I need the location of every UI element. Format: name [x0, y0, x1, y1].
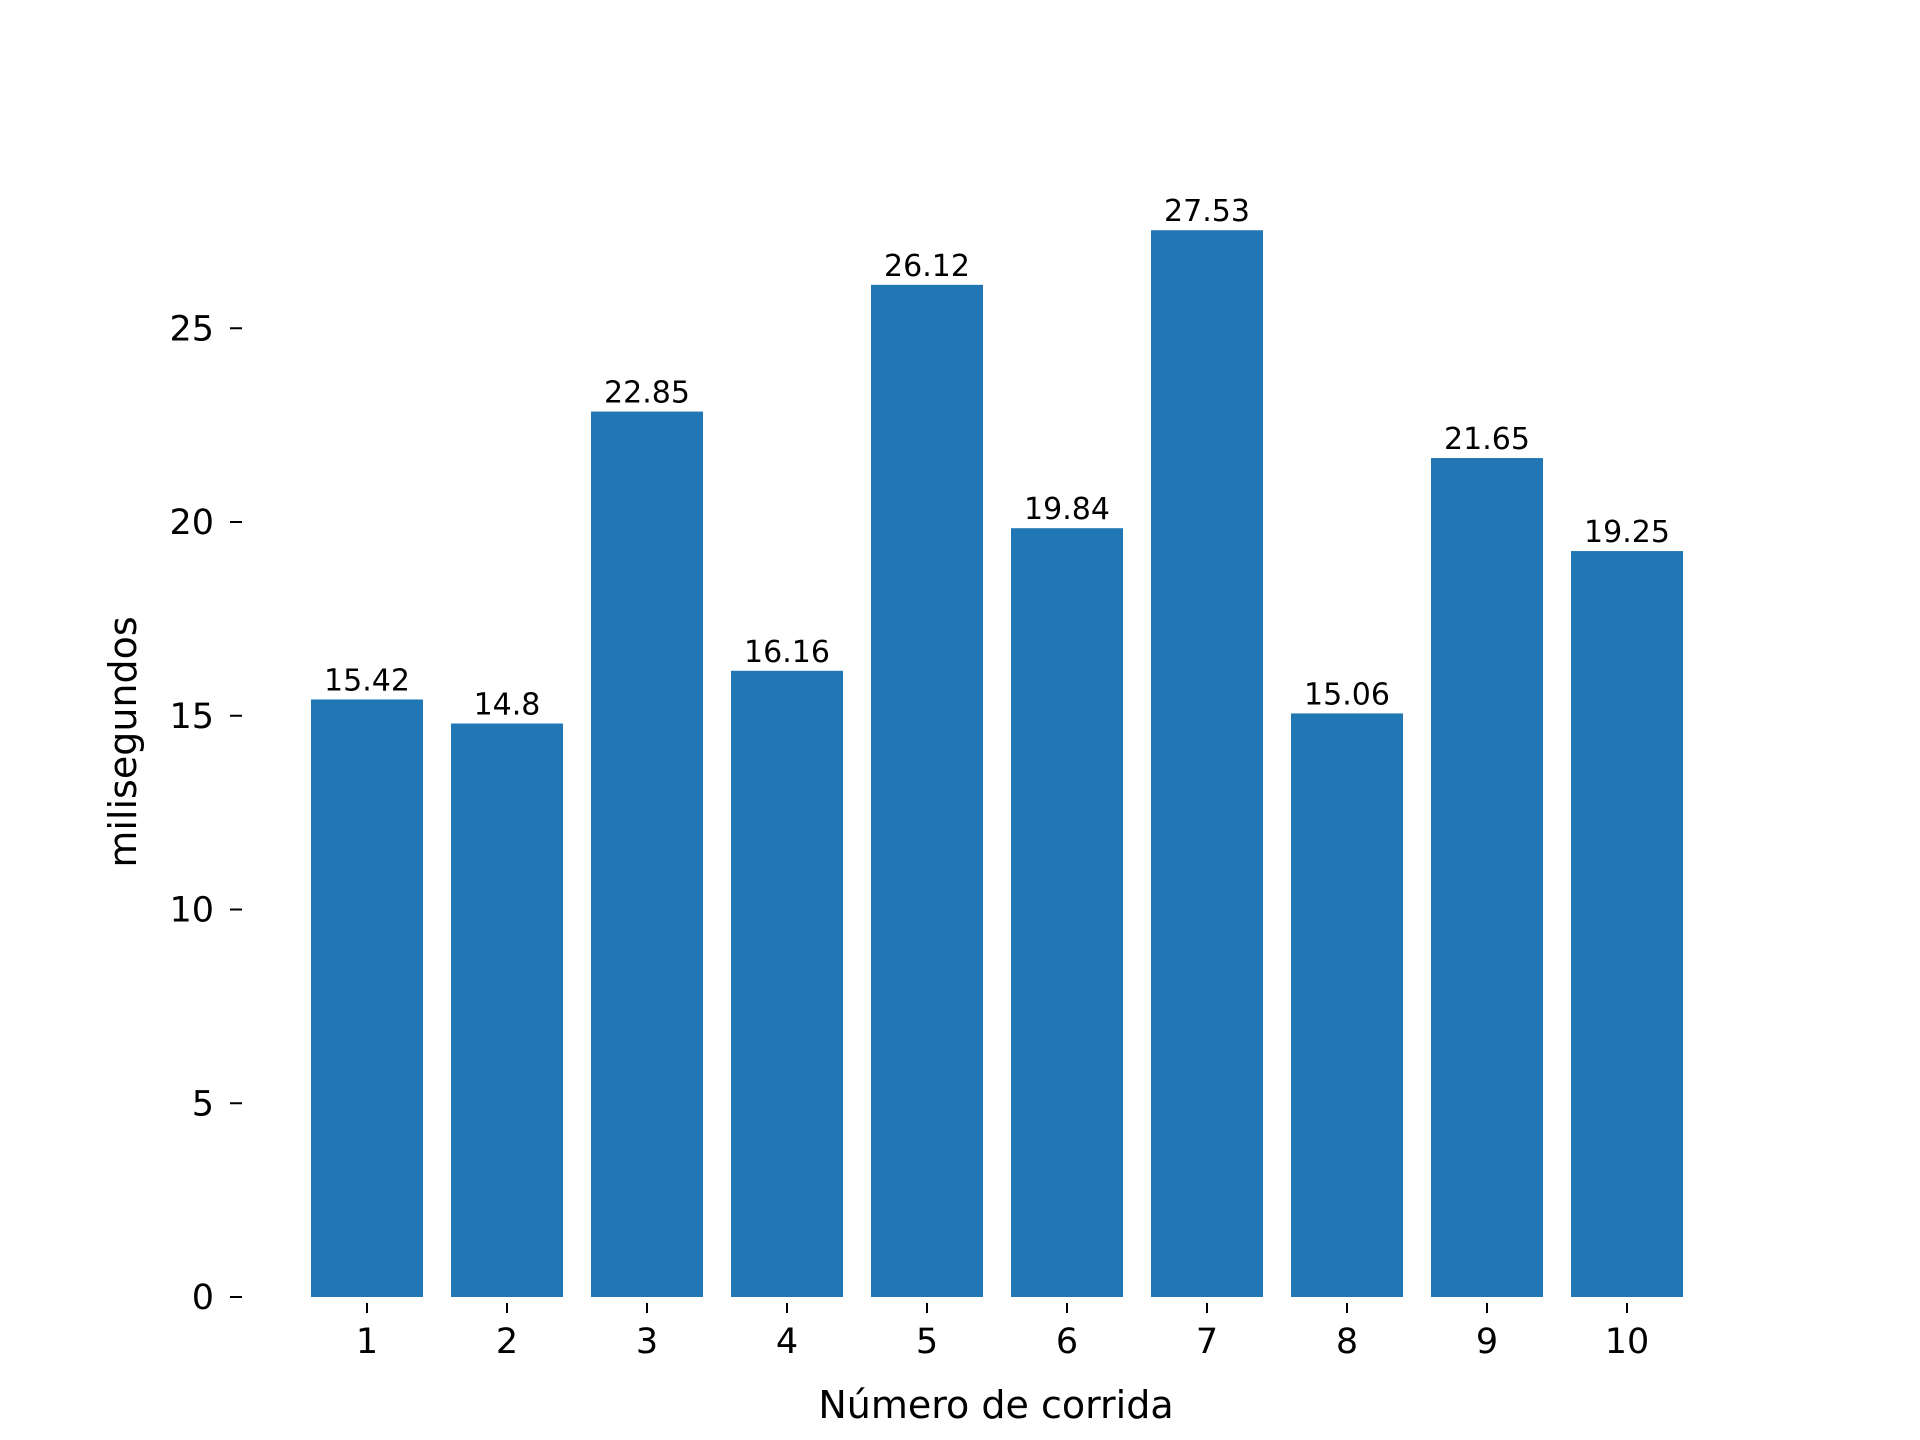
- value-label-5: 26.12: [884, 249, 970, 284]
- value-label-7: 27.53: [1164, 194, 1250, 229]
- y-tick-label-20: 20: [169, 503, 214, 543]
- bar-2: [451, 723, 563, 1297]
- value-labels: 15.42 14.8 22.85 16.16 26.12 19.84 27.53 15.06 2…: [324, 194, 1670, 722]
- x-tick-label-8: 8: [1336, 1322, 1358, 1362]
- bar-8: [1291, 713, 1403, 1297]
- x-tick-label-7: 7: [1196, 1322, 1218, 1362]
- y-tick-label-5: 5: [192, 1084, 214, 1124]
- value-label-3: 22.85: [604, 376, 690, 411]
- value-label-2: 14.8: [474, 688, 541, 723]
- bar-3: [591, 411, 703, 1297]
- y-tick-label-25: 25: [169, 309, 214, 349]
- x-tick-label-2: 2: [496, 1322, 518, 1362]
- x-tick-label-6: 6: [1056, 1322, 1078, 1362]
- value-label-9: 21.65: [1444, 422, 1530, 457]
- value-label-6: 19.84: [1024, 492, 1110, 527]
- y-tick-label-10: 10: [169, 891, 214, 931]
- y-axis: 0 5 10 15 20 25: [169, 309, 242, 1318]
- bar-10: [1571, 551, 1683, 1297]
- bar-5: [871, 284, 983, 1298]
- y-tick-label-0: 0: [192, 1278, 214, 1318]
- bar-4: [731, 670, 843, 1297]
- x-tick-label-4: 4: [776, 1322, 798, 1362]
- x-tick-label-1: 1: [356, 1322, 378, 1362]
- bars: [311, 230, 1683, 1298]
- x-axis: 1 2 3 4 5 6 7 8 9 10: [356, 1303, 1649, 1362]
- value-label-10: 19.25: [1584, 515, 1670, 550]
- bar-9: [1431, 458, 1543, 1297]
- x-axis-title: Número de corrida: [818, 1383, 1173, 1427]
- x-tick-label-10: 10: [1605, 1322, 1650, 1362]
- x-tick-label-5: 5: [916, 1322, 938, 1362]
- bar-6: [1011, 528, 1123, 1297]
- value-label-4: 16.16: [744, 635, 830, 670]
- y-tick-label-15: 15: [169, 697, 214, 737]
- bar-1: [311, 699, 423, 1297]
- y-axis-title: milisegundos: [101, 616, 145, 867]
- value-label-1: 15.42: [324, 663, 410, 698]
- value-label-8: 15.06: [1304, 677, 1390, 712]
- bar-7: [1151, 230, 1263, 1297]
- x-tick-label-9: 9: [1476, 1322, 1498, 1362]
- x-tick-label-3: 3: [636, 1322, 658, 1362]
